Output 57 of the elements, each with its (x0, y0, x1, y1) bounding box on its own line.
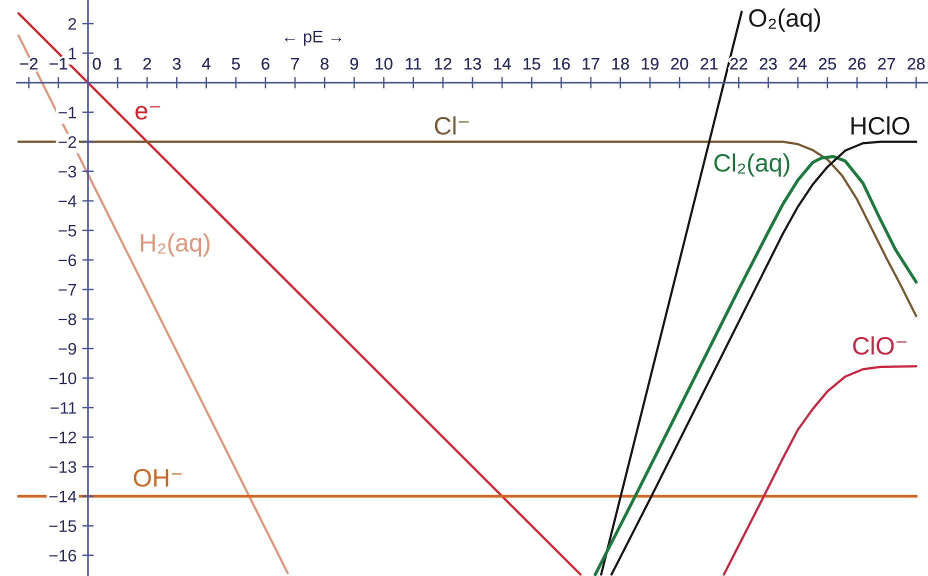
y-tick-label: −2 (58, 136, 76, 148)
y-tick-label: −1 (58, 106, 76, 118)
x-tick-label: 24 (789, 58, 807, 70)
x-tick-label: 15 (524, 58, 540, 70)
x-tick-label: 12 (434, 58, 452, 70)
series-label: O₂(aq) (749, 8, 820, 32)
x-tick-label: 0 (92, 58, 101, 70)
y-tick-label: −6 (58, 254, 76, 266)
x-tick-label: 8 (320, 58, 329, 70)
y-tick-label: −4 (58, 195, 76, 207)
y-tick-label: −5 (58, 224, 76, 237)
series-label: Cl₂(aq) (714, 153, 790, 177)
x-tick-label: 19 (642, 58, 658, 70)
line-series (722, 365, 918, 576)
series-label: ClO⁻ (853, 336, 906, 355)
y-tick-label: 1 (68, 48, 76, 60)
y-tick-label: −14 (49, 490, 76, 502)
x-tick-label: 26 (848, 58, 866, 70)
x-tick-label: 28 (908, 58, 925, 70)
x-tick-label: 2 (143, 58, 151, 70)
x-tick-label: 18 (612, 58, 629, 70)
x-tick-label: 17 (582, 58, 600, 70)
y-tick-label: −7 (58, 284, 76, 296)
x-tick-label: 27 (878, 58, 896, 70)
x-tick-label: 9 (350, 58, 358, 70)
x-tick-label: 22 (730, 58, 748, 70)
x-tick-label: 11 (406, 58, 422, 70)
x-tick-label: 25 (819, 58, 836, 70)
x-tick-label: 21 (700, 58, 718, 70)
series-label: Cl⁻ (434, 116, 469, 135)
x-tick-label: 10 (376, 58, 392, 70)
x-tick-label: 20 (671, 58, 688, 70)
x-tick-label: 3 (172, 58, 181, 70)
series-label: HClO (851, 116, 910, 135)
y-tick-label: −10 (49, 372, 76, 384)
y-tick-label: −3 (58, 166, 76, 178)
y-tick-label: −8 (58, 313, 76, 326)
x-tick-label: 14 (494, 58, 511, 70)
y-tick-label: −9 (58, 342, 76, 355)
x-tick-label: 7 (291, 58, 299, 70)
x-tick-label: 13 (464, 58, 482, 70)
x-tick-label: 5 (232, 58, 240, 70)
x-axis-title: ← pE → (284, 30, 342, 46)
y-tick-label: −12 (49, 432, 76, 444)
y-tick-label: 2 (68, 18, 76, 30)
x-tick-label: 4 (202, 58, 210, 70)
y-tick-label: −16 (49, 550, 76, 562)
y-tick-label: −11 (50, 402, 76, 414)
x-tick-label: 6 (262, 58, 270, 70)
y-tick-label: −13 (49, 461, 76, 473)
series-label: e⁻ (136, 106, 160, 120)
x-tick-label: 23 (760, 58, 777, 70)
x-tick-label: 1 (114, 58, 122, 70)
series-label: H₂(aq) (140, 233, 210, 257)
x-tick-label: 16 (553, 58, 570, 70)
y-tick-label: −15 (49, 520, 76, 532)
series-label: OH⁻ (134, 468, 182, 487)
